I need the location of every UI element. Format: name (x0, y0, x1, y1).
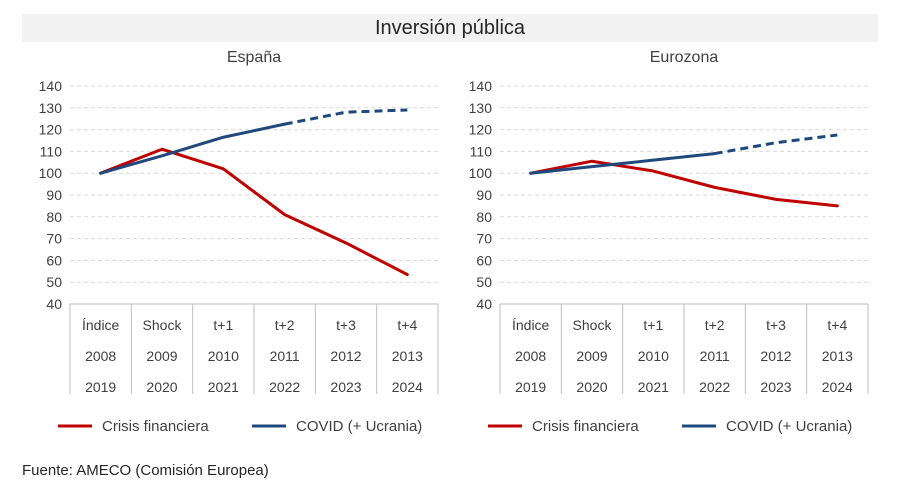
y-tick-label: 80 (46, 209, 62, 225)
x-tick-label: t+1 (213, 317, 233, 333)
legend-label: COVID (+ Ucrania) (296, 418, 422, 435)
x-tick-label: 2023 (330, 379, 361, 395)
chart-eurozone: Eurozona 40 50 60 70 80 90 100 110 120 130 140 Índic… (469, 49, 869, 435)
chart-panel-eurozone: Eurozona 40 50 60 70 80 90 100 110 120 130 140 Índic… (450, 42, 880, 452)
y-tick-label: 120 (39, 122, 63, 138)
x-tick-label: 2019 (85, 379, 116, 395)
panel-title: Eurozona (650, 49, 719, 66)
y-tick-label: 90 (46, 187, 62, 203)
x-tick-label: 2022 (699, 379, 730, 395)
x-tick-label: t+3 (336, 317, 356, 333)
y-tick-label: 50 (46, 274, 62, 290)
x-tick-label: 2010 (208, 348, 239, 364)
x-tick-label: t+4 (397, 317, 417, 333)
x-tick-label: Índice (82, 317, 120, 333)
panel-title: España (227, 49, 281, 66)
x-tick-label: 2020 (146, 379, 177, 395)
y-tick-label: 130 (469, 100, 493, 116)
x-tick-label: 2013 (392, 348, 423, 364)
x-tick-label: 2008 (85, 348, 116, 364)
chart-panel-spain: España 40 50 60 70 80 90 100 110 120 130 140 Índice S… (20, 42, 450, 452)
source-note: Fuente: AMECO (Comisión Europea) (22, 462, 269, 479)
series-line-projection (714, 133, 838, 156)
y-tick-label: 100 (39, 165, 63, 181)
series-line (529, 159, 839, 208)
legend-label: Crisis financiera (102, 418, 209, 435)
y-tick-label: 90 (476, 187, 492, 203)
y-tick-label: 140 (39, 78, 63, 94)
x-tick-label: t+2 (275, 317, 295, 333)
x-tick-label: t+1 (643, 317, 663, 333)
y-tick-label: 110 (40, 143, 63, 159)
x-tick-label: 2012 (760, 348, 791, 364)
x-tick-label: 2009 (146, 348, 177, 364)
x-tick-label: 2013 (822, 348, 853, 364)
x-tick-label: t+2 (705, 317, 725, 333)
series-line (99, 147, 409, 277)
x-tick-label: 2011 (270, 348, 300, 364)
x-tick-label: 2020 (576, 379, 607, 395)
series-line (99, 122, 287, 175)
x-tick-label: 2024 (822, 379, 853, 395)
x-tick-label: 2024 (392, 379, 423, 395)
y-tick-label: 60 (46, 252, 62, 268)
x-tick-label: 2009 (576, 348, 607, 364)
x-tick-label: 2021 (208, 379, 239, 395)
x-tick-label: 2019 (515, 379, 546, 395)
series-line-projection (284, 108, 408, 126)
y-tick-label: 40 (476, 296, 492, 312)
x-tick-label: Shock (143, 317, 183, 333)
x-tick-label: 2011 (700, 348, 730, 364)
y-tick-label: 40 (46, 296, 62, 312)
chart-spain: España 40 50 60 70 80 90 100 110 120 130 140 Índice S… (39, 49, 439, 435)
y-tick-label: 100 (469, 165, 493, 181)
x-tick-label: 2010 (638, 348, 669, 364)
series-line (529, 152, 717, 175)
y-tick-label: 140 (469, 78, 493, 94)
x-tick-label: 2008 (515, 348, 546, 364)
y-tick-label: 120 (469, 122, 493, 138)
y-tick-label: 80 (476, 209, 492, 225)
x-tick-label: Índice (512, 317, 550, 333)
x-tick-label: 2023 (760, 379, 791, 395)
x-tick-label: Shock (573, 317, 613, 333)
legend-label: Crisis financiera (532, 418, 639, 435)
x-tick-label: 2012 (330, 348, 361, 364)
legend-label: COVID (+ Ucrania) (726, 418, 852, 435)
x-tick-label: t+4 (827, 317, 847, 333)
chart-title-bar: Inversión pública (22, 14, 878, 42)
y-tick-label: 60 (476, 252, 492, 268)
y-tick-label: 70 (46, 231, 62, 247)
x-tick-label: t+3 (766, 317, 786, 333)
y-tick-label: 70 (476, 231, 492, 247)
x-tick-label: 2022 (269, 379, 300, 395)
x-tick-label: 2021 (638, 379, 669, 395)
y-tick-label: 50 (476, 274, 492, 290)
y-tick-label: 110 (470, 143, 493, 159)
y-tick-label: 130 (39, 100, 63, 116)
chart-title: Inversión pública (374, 17, 526, 39)
